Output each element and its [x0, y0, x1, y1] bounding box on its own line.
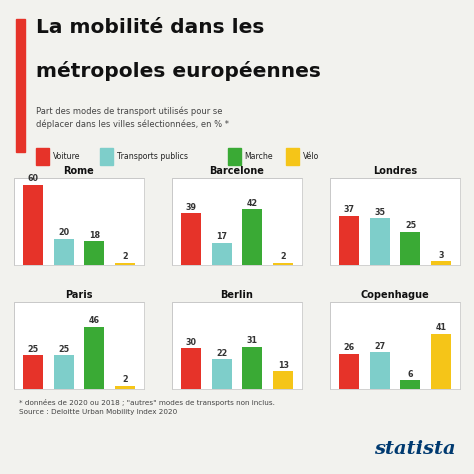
Bar	[17, 19, 25, 152]
Text: Voiture: Voiture	[53, 152, 80, 161]
Text: 2: 2	[122, 252, 128, 261]
Text: 18: 18	[89, 230, 100, 239]
Bar	[84, 327, 104, 389]
Bar	[23, 185, 43, 265]
Text: Marche: Marche	[245, 152, 273, 161]
FancyBboxPatch shape	[172, 178, 302, 265]
Bar	[370, 353, 390, 389]
Bar	[273, 371, 293, 389]
Bar	[401, 381, 420, 389]
Text: 26: 26	[343, 343, 355, 352]
Bar	[211, 359, 232, 389]
Text: 3: 3	[438, 251, 444, 260]
Bar	[370, 219, 390, 265]
Title: Berlin: Berlin	[220, 290, 254, 300]
Bar	[273, 263, 293, 265]
Text: 30: 30	[185, 338, 196, 347]
Bar	[181, 213, 201, 265]
Bar	[115, 386, 135, 389]
FancyBboxPatch shape	[172, 301, 302, 389]
Text: statista: statista	[374, 440, 456, 458]
Bar	[36, 148, 49, 164]
Text: 2: 2	[122, 375, 128, 384]
Text: Transports publics: Transports publics	[117, 152, 188, 161]
Text: métropoles européennes: métropoles européennes	[36, 61, 320, 81]
FancyBboxPatch shape	[14, 301, 144, 389]
Bar	[181, 348, 201, 389]
Bar	[228, 148, 241, 164]
Text: 60: 60	[27, 174, 38, 183]
Text: 39: 39	[185, 202, 196, 211]
FancyBboxPatch shape	[330, 178, 460, 265]
Text: 37: 37	[343, 205, 354, 214]
Bar	[54, 238, 73, 265]
Title: Barcelone: Barcelone	[210, 166, 264, 176]
FancyBboxPatch shape	[330, 301, 460, 389]
Title: Rome: Rome	[64, 166, 94, 176]
Bar	[211, 243, 232, 265]
Bar	[115, 263, 135, 265]
Bar	[339, 354, 359, 389]
Text: Part des modes de transport utilisés pour se
déplacer dans les villes sélectionn: Part des modes de transport utilisés pou…	[36, 107, 228, 129]
Text: 13: 13	[278, 361, 289, 370]
Text: 6: 6	[408, 370, 413, 379]
Text: 35: 35	[374, 208, 385, 217]
Bar	[431, 261, 451, 265]
Text: 25: 25	[405, 221, 416, 230]
Text: 46: 46	[89, 317, 100, 326]
FancyBboxPatch shape	[14, 178, 144, 265]
Bar	[23, 355, 43, 389]
Bar	[242, 347, 263, 389]
Title: Copenhague: Copenhague	[361, 290, 429, 300]
Text: 22: 22	[216, 348, 227, 357]
Text: Vélo: Vélo	[303, 152, 319, 161]
Bar	[401, 232, 420, 265]
Bar	[100, 148, 113, 164]
Bar	[431, 334, 451, 389]
Text: 20: 20	[58, 228, 69, 237]
Text: 25: 25	[58, 345, 69, 354]
Bar	[84, 241, 104, 265]
Text: 42: 42	[247, 199, 258, 208]
Bar	[286, 148, 300, 164]
Bar	[242, 209, 263, 265]
Text: 17: 17	[216, 232, 227, 241]
Title: Paris: Paris	[65, 290, 93, 300]
Text: 2: 2	[281, 252, 286, 261]
Text: * données de 2020 ou 2018 ; "autres" modes de transports non inclus.
Source : De: * données de 2020 ou 2018 ; "autres" mod…	[18, 399, 274, 415]
Title: Londres: Londres	[373, 166, 417, 176]
Text: 25: 25	[27, 345, 38, 354]
Bar	[339, 216, 359, 265]
Text: 31: 31	[247, 337, 258, 346]
Text: 27: 27	[374, 342, 385, 351]
Bar	[54, 355, 73, 389]
Text: La mobilité dans les: La mobilité dans les	[36, 18, 264, 36]
Text: 41: 41	[436, 323, 447, 332]
